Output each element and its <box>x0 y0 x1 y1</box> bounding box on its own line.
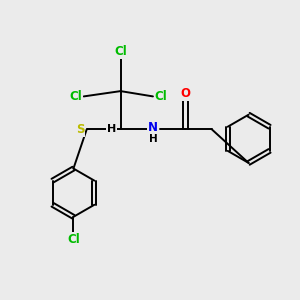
Text: O: O <box>180 87 190 100</box>
Text: Cl: Cl <box>69 90 82 103</box>
Text: Cl: Cl <box>155 90 168 103</box>
Text: H: H <box>107 124 116 134</box>
Text: S: S <box>76 123 85 136</box>
Text: Cl: Cl <box>114 45 127 58</box>
Text: N: N <box>148 121 158 134</box>
Text: Cl: Cl <box>67 233 80 246</box>
Text: H: H <box>148 134 157 144</box>
